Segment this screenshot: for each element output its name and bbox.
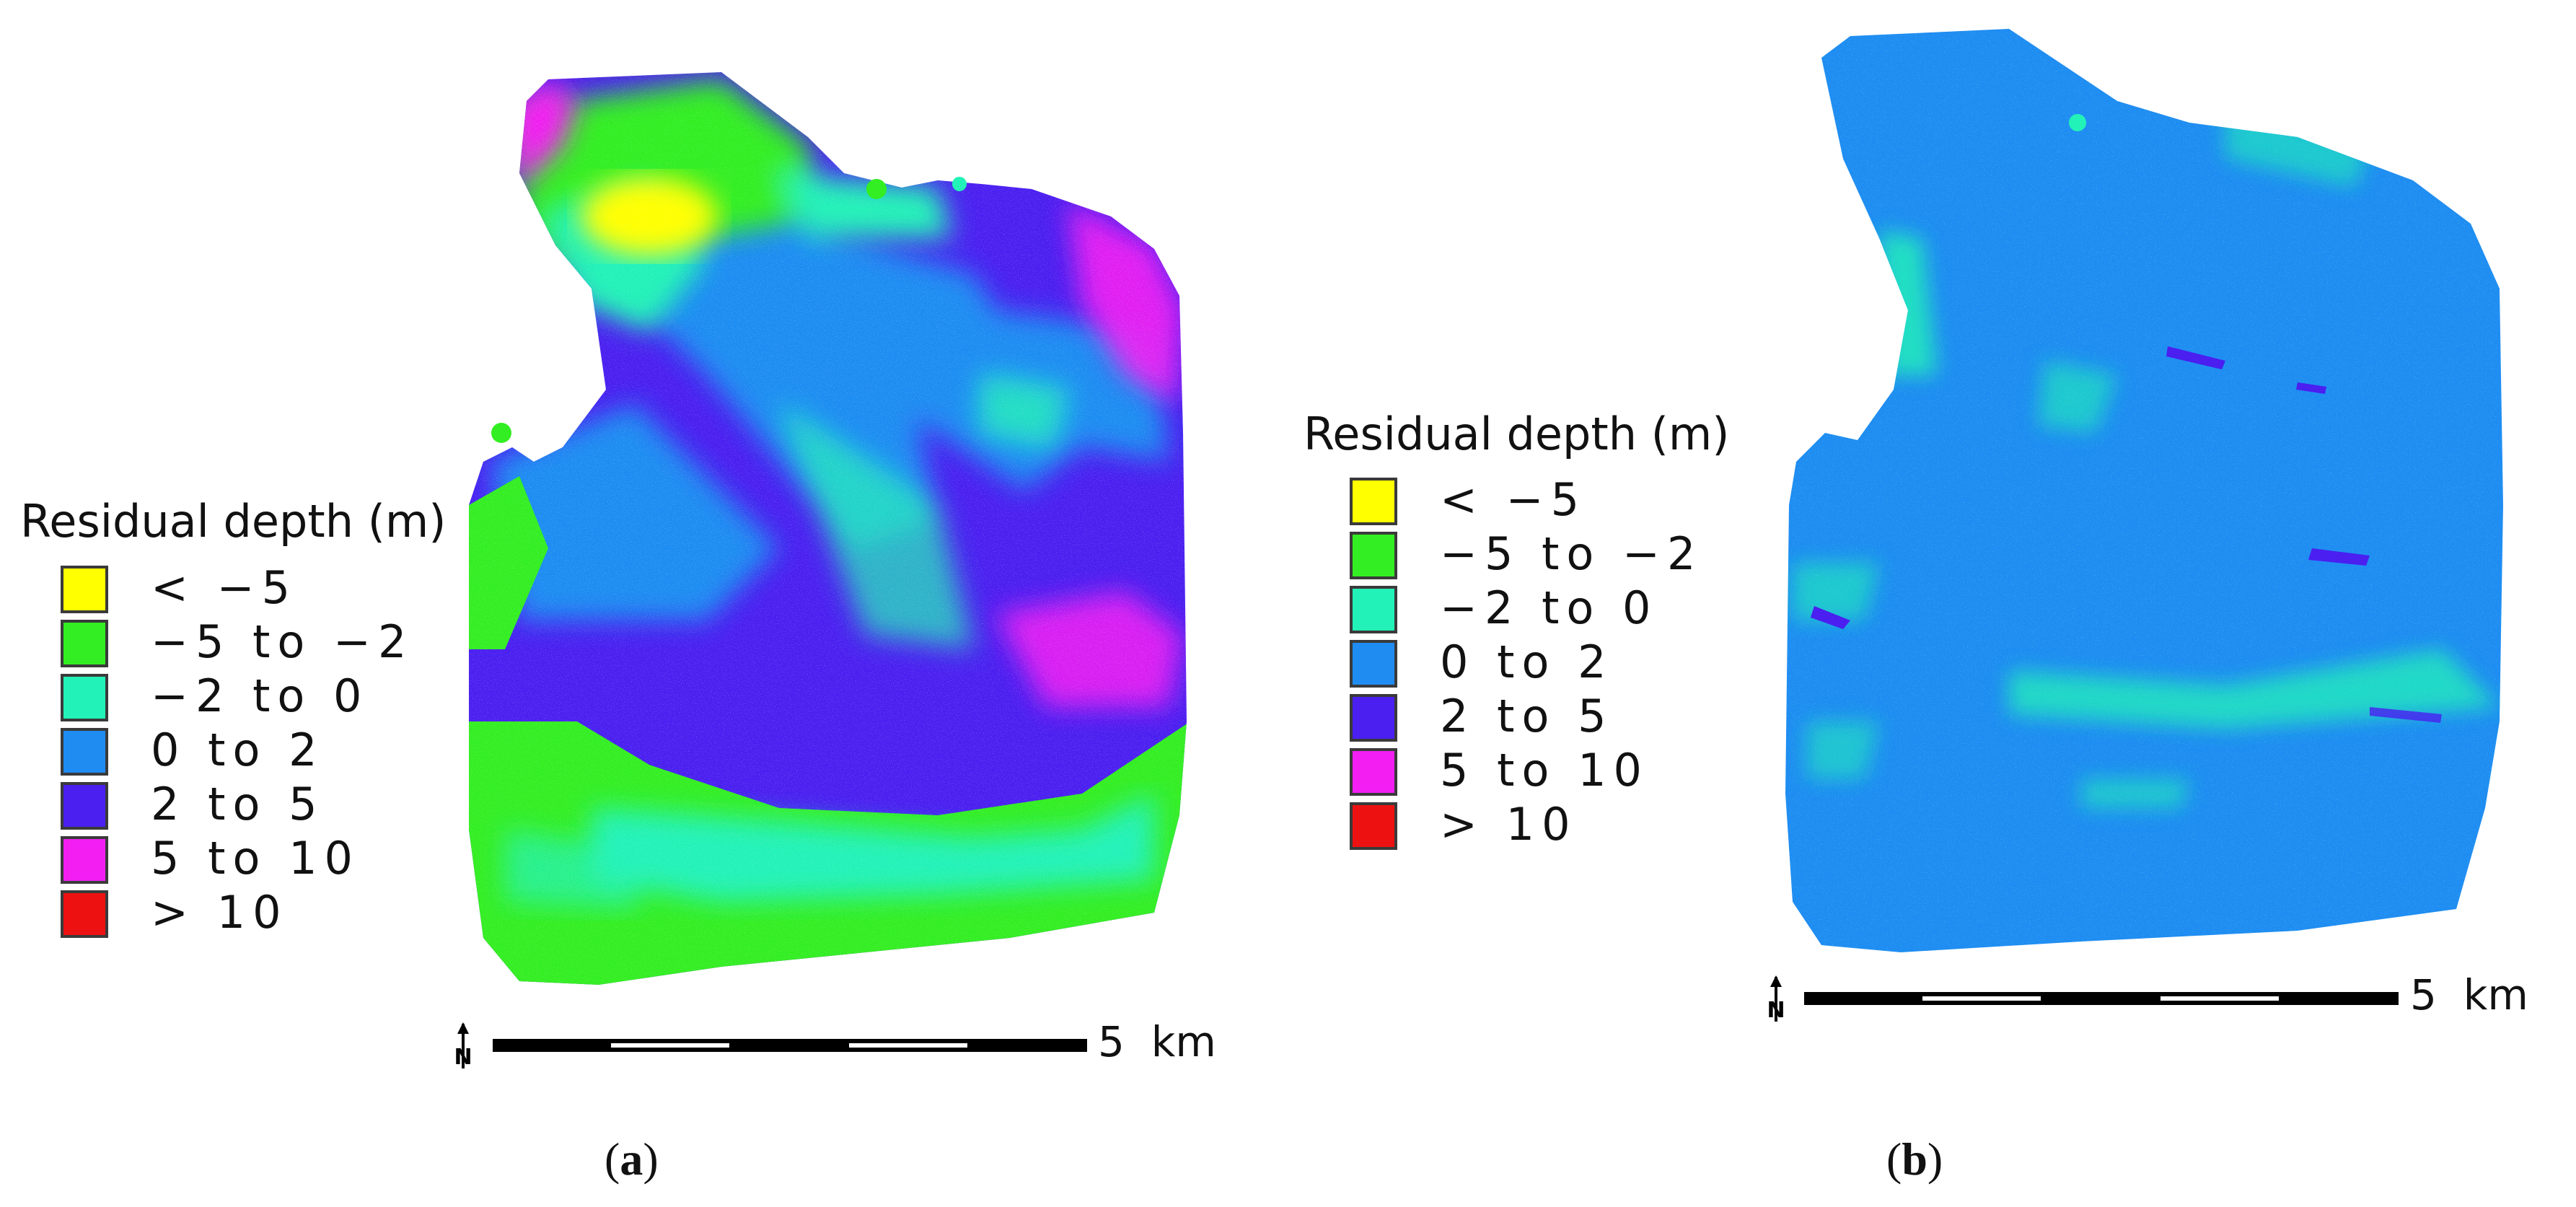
- legend-swatch: [1350, 532, 1397, 579]
- svg-text:N: N: [454, 1045, 472, 1070]
- legend-label: > 10: [1440, 798, 1578, 851]
- legend-label: −2 to 0: [1440, 581, 1658, 634]
- legend-swatch: [61, 890, 108, 938]
- legend-label: 2 to 5: [151, 778, 325, 830]
- residual-depth-map-b: [1785, 29, 2503, 952]
- panel-a: Residual depth (m) < −5 −5 to −2 −2 to 0…: [20, 72, 1216, 1185]
- legend-label: 2 to 5: [1440, 690, 1614, 742]
- legend-swatch: [61, 782, 108, 830]
- legend-swatch: [1350, 478, 1397, 525]
- legend-swatch: [61, 620, 108, 667]
- legend-label: 5 to 10: [1440, 744, 1649, 796]
- scale-bar: [1804, 992, 2399, 1005]
- scale-bar-segment: [611, 1043, 729, 1048]
- scale-bar-segment: [2160, 996, 2279, 1001]
- legend-swatch: [1350, 694, 1397, 742]
- scale-bar: [493, 1039, 1087, 1052]
- panel-label-b: (b): [1886, 1133, 1943, 1185]
- legend-swatch: [1350, 586, 1397, 633]
- legend-label: 0 to 2: [151, 724, 325, 776]
- legend-label: −5 to −2: [1440, 527, 1703, 580]
- panel-b: Residual depth (m) < −5 −5 to −2 −2 to 0…: [1288, 0, 2575, 1207]
- scale-label: 5 km: [1098, 1017, 1216, 1066]
- legend-swatch: [61, 836, 108, 884]
- legend-swatch: [1350, 802, 1397, 850]
- legend-title: Residual depth (m): [1304, 408, 1730, 460]
- legend-swatch: [1350, 640, 1397, 688]
- legend-label: > 10: [151, 886, 289, 939]
- svg-text:N: N: [1767, 998, 1785, 1023]
- panel-label-a: (a): [605, 1133, 659, 1185]
- legend-swatch: [61, 728, 108, 776]
- legend-swatch: [61, 674, 108, 721]
- legend-title: Residual depth (m): [20, 495, 447, 548]
- north-arrow-icon: N: [449, 1021, 478, 1079]
- north-arrow-icon: N: [1762, 974, 1790, 1032]
- residual-depth-map-a: [469, 72, 1187, 985]
- legend-swatch: [1350, 748, 1397, 796]
- legend-label: −2 to 0: [151, 670, 369, 722]
- legend-label: 5 to 10: [151, 832, 360, 885]
- legend-label: 0 to 2: [1440, 636, 1614, 688]
- scale-bar-segment: [1922, 996, 2041, 1001]
- legend-label: −5 to −2: [151, 615, 414, 668]
- legend-swatch: [61, 566, 108, 613]
- legend-label: < −5: [1440, 473, 1587, 526]
- scale-label: 5 km: [2410, 970, 2528, 1019]
- scale-bar-segment: [849, 1043, 967, 1048]
- legend-label: < −5: [151, 561, 298, 614]
